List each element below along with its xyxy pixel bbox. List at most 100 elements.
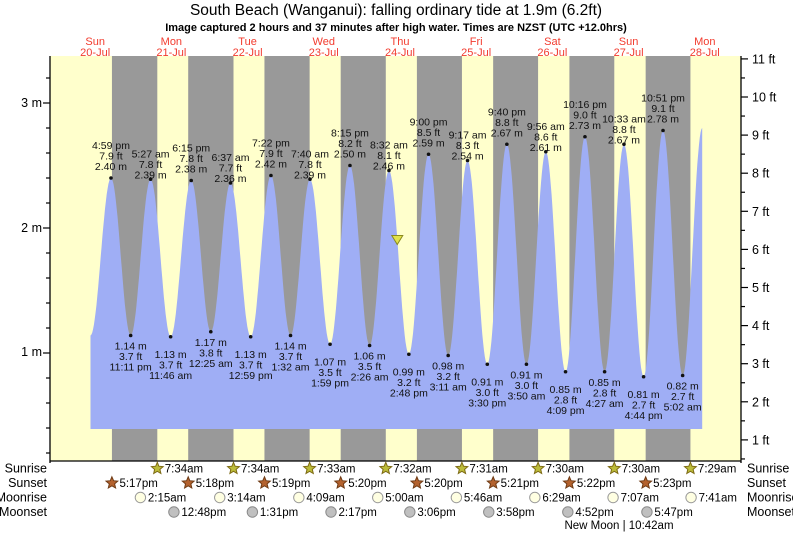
day-name-label: Thu (390, 36, 409, 48)
high-tide-label-line: 2.40 m (95, 161, 127, 173)
low-tide-label: 0.85 m2.8 ft4:27 am (586, 377, 624, 410)
low-tide-label-line: 12:25 am (189, 358, 233, 370)
right-axis-label: 7 ft (752, 205, 770, 219)
low-tide-label-line: 1.14 m (274, 341, 306, 353)
moonset-time: 3:06pm (417, 507, 455, 519)
high-tide-label: 9:00 pm8.5 ft2.59 m (410, 116, 448, 149)
moonset-circle-icon (641, 506, 653, 518)
high-tide-label-line: 2.59 m (412, 137, 444, 149)
low-tide-label-line: 3.7 ft (279, 351, 302, 363)
high-tide-label-line: 6:37 am (212, 152, 250, 164)
low-tide-label-line: 1.14 m (115, 341, 147, 353)
moonset-time: 5:47pm (654, 507, 692, 519)
low-tide-label-line: 2.8 ft (554, 394, 577, 406)
sunrise-star-icon (150, 460, 165, 475)
low-tide-dot (641, 374, 646, 379)
high-tide-label-line: 9:40 pm (488, 106, 526, 118)
high-tide-label: 9:56 am8.6 ft2.61 m (527, 121, 565, 154)
low-tide-dot (602, 369, 607, 374)
sunrise-time: 7:30am (622, 464, 660, 476)
day-name-label: Mon (694, 36, 715, 48)
low-tide-label-line: 2:26 am (351, 372, 389, 384)
low-tide-dot (446, 353, 450, 358)
low-tide-label-line: 3.7 ft (119, 351, 142, 363)
high-tide-dot (228, 181, 233, 185)
high-tide-dot (622, 142, 626, 147)
day-name-label: Sat (544, 36, 561, 48)
high-tide-label: 7:40 am7.8 ft2.39 m (291, 148, 329, 181)
low-tide-label: 1.06 m3.5 ft2:26 am (351, 351, 389, 384)
low-tide-label-line: 3.5 ft (318, 367, 341, 379)
tide-area (90, 128, 703, 429)
high-tide-label: 10:51 pm9.1 ft2.78 m (641, 93, 685, 126)
high-tide-label: 10:33 am8.8 ft2.67 m (602, 113, 646, 146)
low-tide-dot (485, 362, 490, 367)
high-tide-dot (308, 177, 312, 182)
sunrise-row-label-left: Sunrise (5, 462, 47, 476)
sunset-star-icon (104, 475, 120, 490)
high-tide-dot (426, 152, 431, 157)
moonrise-time: 7:07am (621, 493, 659, 505)
high-tide-label-line: 8.5 ft (417, 127, 440, 139)
sunset-time: 5:19pm (272, 478, 310, 490)
low-tide-label-line: 0.99 m (393, 366, 425, 378)
left-axis-label-2m: 2 m (21, 221, 42, 235)
low-tide-label-line: 3:30 pm (468, 397, 506, 409)
high-tide-label-line: 7.8 ft (180, 153, 203, 165)
low-tide-label-line: 3.0 ft (476, 387, 499, 399)
sunrise-row-label-right: Sunrise (747, 462, 789, 476)
high-tide-label-line: 7.8 ft (139, 159, 162, 171)
page-subtitle: Image captured 2 hours and 37 minutes af… (165, 22, 627, 34)
left-axis-label-3m: 3 m (21, 96, 42, 110)
low-tide-label-line: 3.7 ft (159, 359, 182, 371)
moonrise-circle-icon (450, 491, 463, 504)
moonset-row-label-left: Moonset (0, 505, 48, 519)
high-tide-label-line: 2.38 m (175, 164, 207, 176)
high-tide-label: 9:17 am8.3 ft2.54 m (449, 130, 487, 163)
high-tide-dot (109, 176, 113, 180)
moonrise-circle-icon (685, 491, 697, 504)
low-tide-dot (248, 334, 253, 339)
high-tide-label: 7:22 pm7.9 ft2.42 m (252, 138, 290, 171)
sunrise-star-icon (378, 461, 393, 475)
high-tide-label: 10:16 pm9.0 ft2.73 m (563, 99, 607, 132)
low-tide-label-line: 0.91 m (471, 376, 503, 388)
low-tide-label-line: 0.81 m (628, 389, 660, 401)
moonset-circle-icon (404, 506, 416, 518)
low-tide-label-line: 0.82 m (667, 381, 699, 393)
high-tide-label-line: 2.36 m (214, 173, 246, 185)
sunrise-star-icon (683, 461, 698, 475)
right-axis-label: 8 ft (752, 167, 770, 181)
high-tide-label-line: 9.0 ft (573, 109, 596, 121)
high-tide-label-line: 10:51 pm (641, 93, 685, 105)
high-tide-label-line: 8:32 am (370, 140, 408, 152)
low-tide-label: 1.14 m3.7 ft1:32 am (272, 341, 310, 374)
high-tide-label-line: 2.78 m (647, 114, 679, 126)
moonset-circle-icon (325, 506, 337, 518)
high-tide-label: 6:37 am7.7 ft2.36 m (212, 152, 250, 185)
low-tide-dot (288, 333, 293, 338)
moonrise-time: 2:15am (148, 493, 186, 505)
astro-rows: 7:34am 7:34am 7:33am 7:32am 7:31am 7:30am 7:30… (104, 460, 737, 519)
sunset-time: 5:22pm (577, 478, 615, 490)
low-tide-label-line: 12:59 pm (229, 370, 273, 382)
low-tide-label-line: 2:48 pm (390, 387, 428, 399)
moonrise-circle-icon (214, 491, 226, 504)
low-tide-label-line: 4:44 pm (625, 410, 663, 422)
low-tide-dot (367, 343, 372, 348)
low-tide-label-line: 3.8 ft (199, 347, 222, 359)
new-moon-footnote: New Moon | 10:42am (564, 520, 673, 532)
high-tide-dot (269, 173, 273, 178)
low-tide-label-line: 0.85 m (589, 377, 621, 389)
high-tide-label-line: 8.3 ft (456, 140, 479, 152)
moonset-time: 2:17pm (339, 507, 377, 519)
high-tide-label-line: 9:56 am (527, 121, 565, 133)
high-tide-label-line: 7:40 am (291, 148, 329, 160)
left-axis-label-1m: 1 m (21, 345, 42, 359)
high-tide-dot (189, 178, 194, 183)
low-tide-label: 0.82 m2.7 ft5:02 am (664, 381, 702, 414)
low-tide-label-line: 2.7 ft (671, 391, 694, 403)
sunset-star-icon (409, 475, 425, 490)
sunset-time: 5:20pm (348, 478, 386, 490)
right-axis-labels: 11 ft 10 ft 9 ft 8 ft 7 ft 6 ft 5 ft 4 ft 3 ft 2 … (752, 52, 777, 447)
